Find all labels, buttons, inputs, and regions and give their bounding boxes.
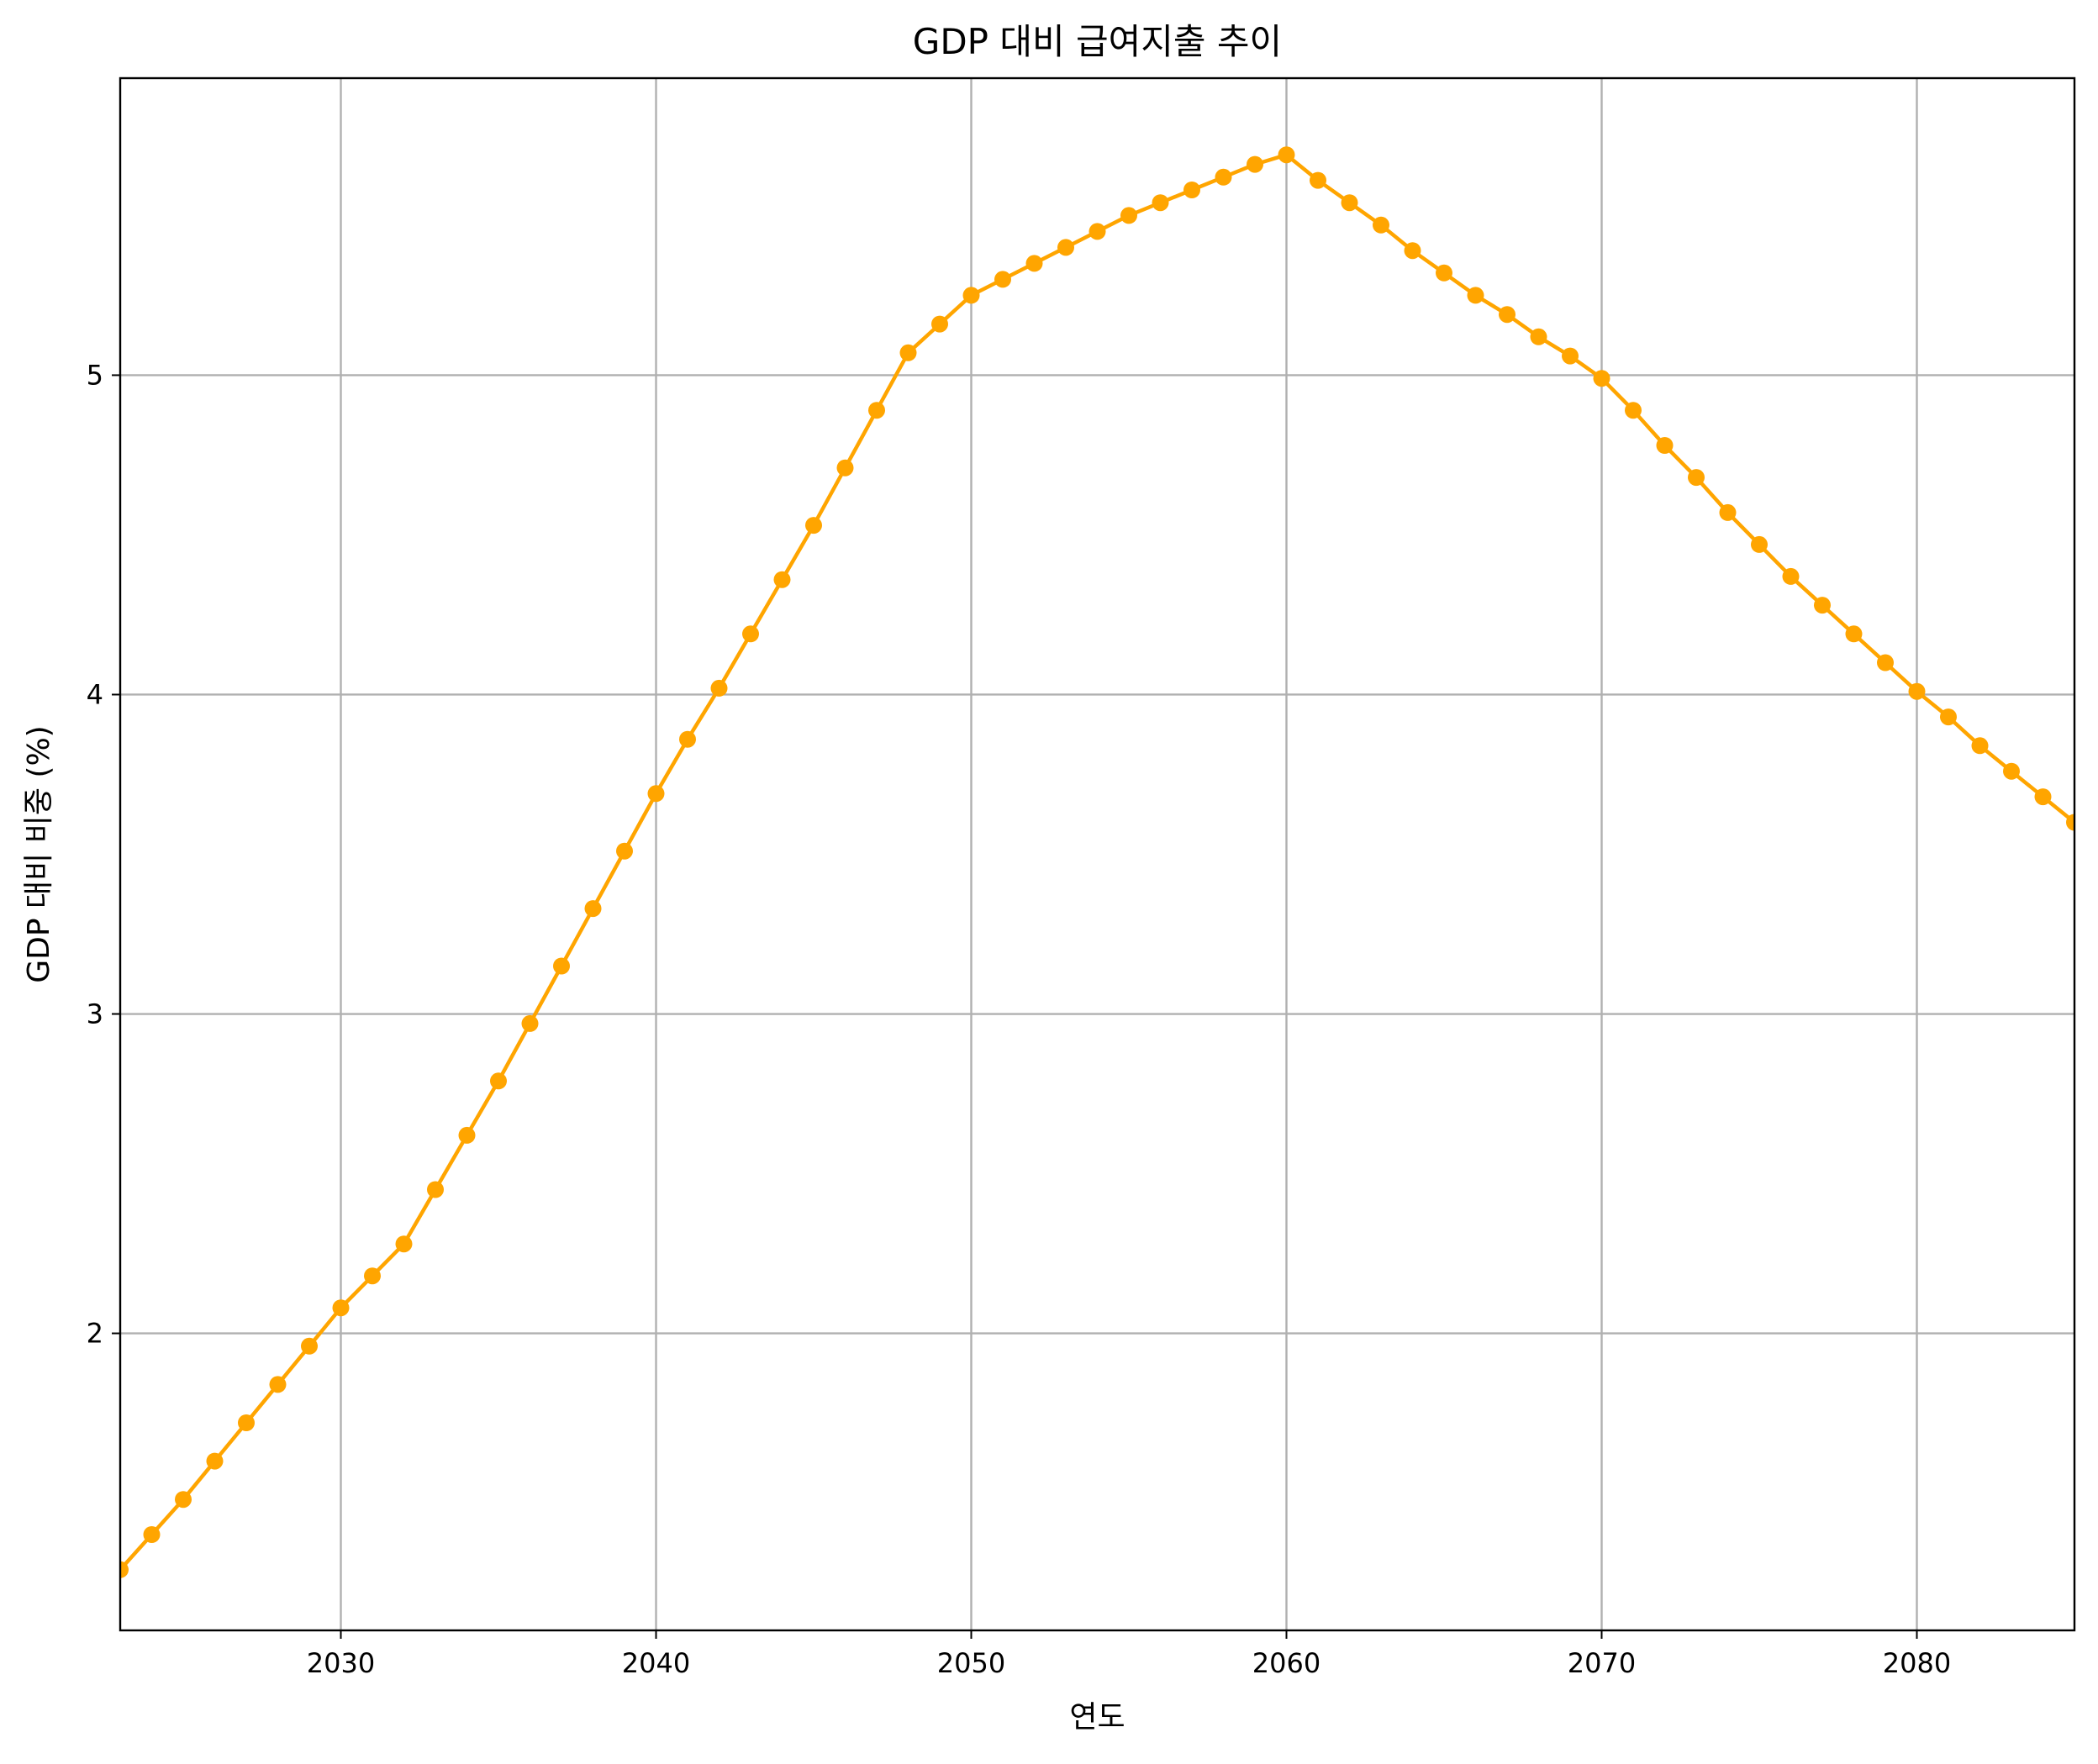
data-point <box>1373 216 1389 234</box>
data-point <box>2066 814 2074 831</box>
data-point <box>584 900 602 918</box>
data-point <box>332 1299 350 1317</box>
data-point <box>1688 469 1705 487</box>
y-tick-label: 4 <box>87 678 103 710</box>
y-tick-label: 5 <box>87 359 103 391</box>
data-point <box>773 571 791 588</box>
data-point <box>1215 168 1232 186</box>
data-point <box>805 517 822 534</box>
x-axis-label: 연도 <box>1069 1700 1125 1735</box>
data-point <box>1530 328 1547 345</box>
x-tick-label: 2050 <box>937 1647 1005 1679</box>
data-point <box>458 1126 476 1144</box>
data-point <box>1971 737 1989 755</box>
data-point <box>868 402 885 419</box>
y-tick-label: 3 <box>87 998 103 1030</box>
x-tick-label: 2080 <box>1883 1647 1951 1679</box>
data-point <box>395 1235 413 1253</box>
data-point <box>994 271 1011 288</box>
data-point <box>1436 264 1452 282</box>
data-point <box>1089 223 1106 240</box>
data-point <box>1593 370 1610 387</box>
data-point <box>1656 437 1674 454</box>
data-point <box>120 1561 129 1578</box>
data-point <box>1120 207 1137 224</box>
grid <box>120 78 2074 1630</box>
x-tick-label: 2040 <box>622 1647 690 1679</box>
x-tick-label: 2030 <box>307 1647 375 1679</box>
data-point <box>679 730 696 748</box>
data-point <box>1877 654 1894 671</box>
data-point <box>427 1181 444 1198</box>
data-point <box>143 1526 161 1543</box>
data-point <box>1845 625 1863 643</box>
data-point <box>1940 708 1957 726</box>
data-point <box>931 315 948 333</box>
data-point <box>1278 146 1295 164</box>
data-point <box>238 1414 255 1431</box>
data-point <box>899 344 917 361</box>
data-point <box>1719 503 1737 521</box>
data-point <box>553 957 570 975</box>
y-axis-label: GDP 대비 비중 (%) <box>22 725 56 982</box>
data-point <box>1467 287 1484 304</box>
data-point <box>1404 242 1421 260</box>
data-point <box>301 1337 318 1355</box>
data-point <box>1310 171 1326 189</box>
series-group <box>120 146 2074 1578</box>
x-tick-label: 2070 <box>1568 1647 1636 1679</box>
data-point <box>1751 535 1768 553</box>
data-point <box>364 1267 381 1285</box>
chart-title: GDP 대비 급여지출 추이 <box>913 21 1282 62</box>
data-point <box>710 679 728 697</box>
plot-frame <box>119 76 2076 1632</box>
data-point <box>521 1014 539 1032</box>
ticks: 2030 2040 2050 2060 2070 2080 2 3 4 5 <box>87 359 1952 1679</box>
data-point <box>742 625 759 643</box>
data-point <box>647 785 665 803</box>
x-tick-label: 2060 <box>1252 1647 1320 1679</box>
data-point <box>1908 682 1926 700</box>
data-point <box>1152 194 1169 212</box>
series-layer <box>120 146 2074 1578</box>
data-point <box>962 287 980 304</box>
data-point <box>1025 255 1043 272</box>
data-point <box>175 1491 192 1509</box>
data-point <box>1247 155 1263 173</box>
data-point <box>2034 788 2052 806</box>
data-point <box>2003 762 2020 780</box>
data-point <box>269 1376 287 1393</box>
data-point <box>616 842 633 860</box>
data-point <box>836 459 854 477</box>
data-point <box>1814 597 1831 614</box>
data-point <box>1057 239 1074 256</box>
data-point <box>206 1452 224 1470</box>
data-point <box>1341 194 1358 212</box>
data-point <box>1562 347 1579 365</box>
data-point <box>1625 402 1642 419</box>
y-tick-label: 2 <box>87 1318 103 1350</box>
data-point <box>1499 306 1516 324</box>
data-point <box>490 1072 507 1090</box>
data-point <box>1183 182 1200 198</box>
data-point <box>1782 567 1800 585</box>
